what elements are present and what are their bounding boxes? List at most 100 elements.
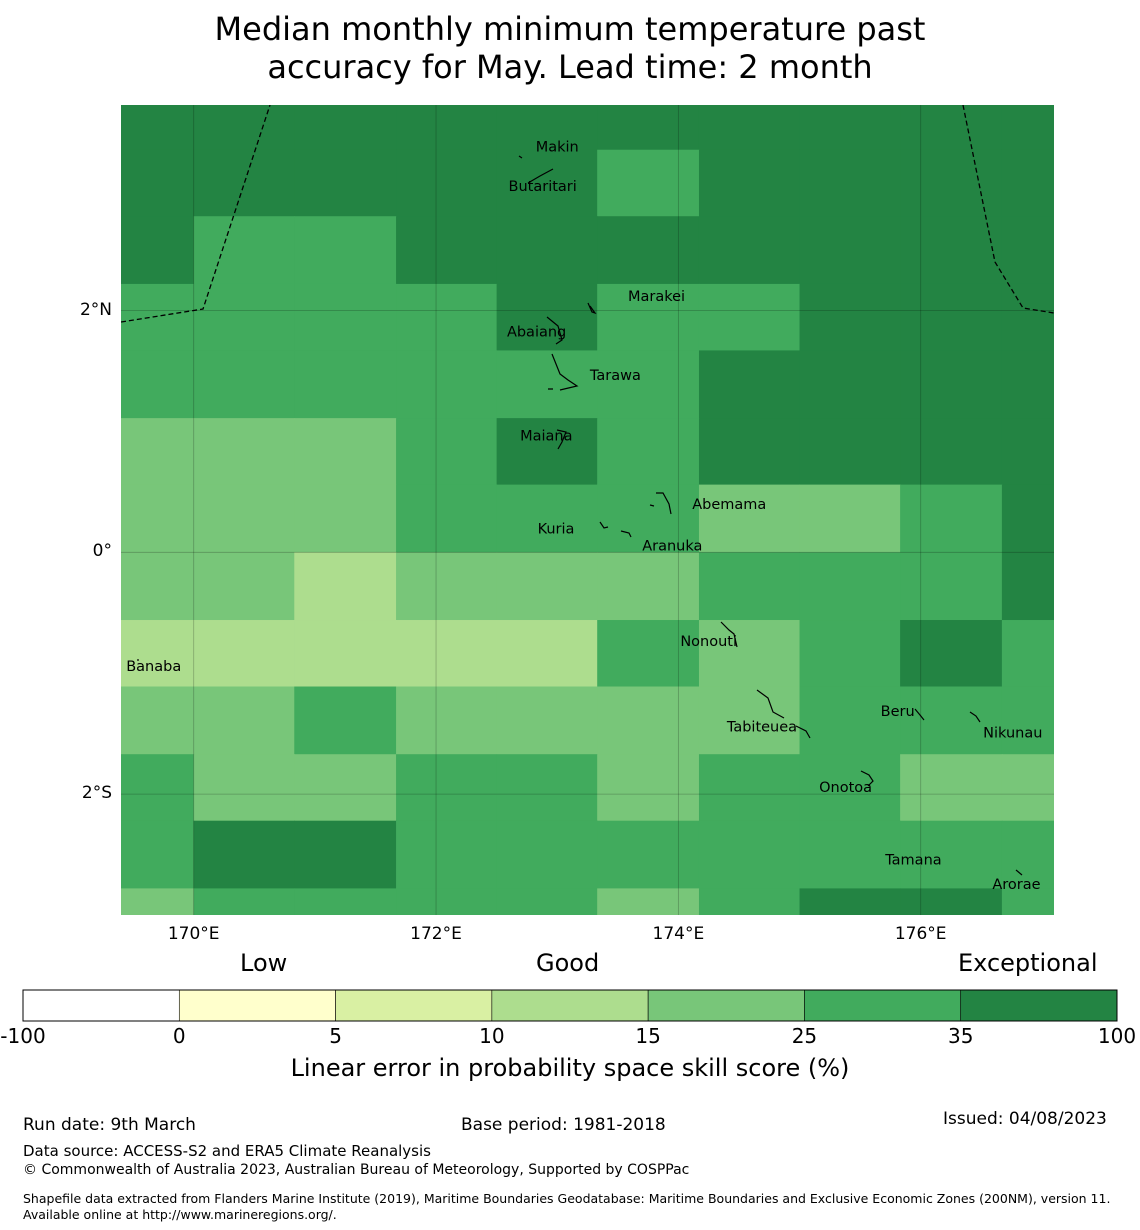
copyright: © Commonwealth of Australia 2023, Austra… <box>23 1162 690 1178</box>
colorbar-segment <box>178 989 336 1022</box>
skill-cell <box>193 149 295 217</box>
skill-cell <box>496 216 598 285</box>
skill-cell <box>496 552 598 621</box>
skill-cell <box>1001 418 1054 486</box>
skill-cell <box>496 350 598 419</box>
skill-cell <box>294 552 397 621</box>
skill-cell <box>396 754 498 822</box>
skill-cell <box>294 283 397 352</box>
skill-cell <box>294 149 397 217</box>
skill-cell <box>799 686 901 755</box>
colorbar <box>22 989 1118 1022</box>
skill-cell <box>597 754 700 822</box>
skill-cell <box>396 820 498 890</box>
skill-cell <box>698 105 801 151</box>
skill-cell <box>597 283 700 352</box>
skill-cell <box>597 820 700 890</box>
colorbar-segment <box>491 989 649 1022</box>
skill-cell <box>799 620 901 688</box>
skill-cell <box>698 283 801 352</box>
skill-cell <box>496 418 598 486</box>
category-exceptional: Exceptional <box>958 949 1098 977</box>
island-outline <box>556 429 567 450</box>
skill-cell <box>597 552 700 621</box>
skill-cell <box>1001 216 1054 285</box>
island-outline <box>649 492 672 515</box>
lon-tick-label: 170°E <box>167 924 220 944</box>
skill-cell <box>1001 754 1054 822</box>
skill-cell <box>799 149 901 217</box>
skill-cell <box>496 686 598 755</box>
skill-cell <box>193 552 295 621</box>
skill-cell <box>1001 149 1054 217</box>
skill-cell <box>396 620 498 688</box>
skill-cell <box>121 888 195 915</box>
skill-cell <box>294 888 397 915</box>
skill-cell <box>900 820 1003 890</box>
island-outline <box>720 621 738 648</box>
skill-cell <box>799 552 901 621</box>
lat-tick-label: 2°N <box>79 299 112 320</box>
skill-cell <box>597 686 700 755</box>
colorbar-tick-label: 15 <box>635 1024 661 1048</box>
island-label: Tabiteuea <box>726 720 797 736</box>
skill-cell <box>1001 686 1054 755</box>
skill-cell <box>121 820 195 890</box>
skill-cell <box>396 149 498 217</box>
island-label: Abaiang <box>507 324 566 340</box>
run-date: Run date: 9th March <box>23 1115 196 1135</box>
island-label: Butaritari <box>509 179 577 195</box>
colorbar-tick-label: 5 <box>329 1024 342 1048</box>
island-outline <box>969 711 981 723</box>
island-outline <box>914 708 925 721</box>
skill-cell <box>121 418 195 486</box>
island-label: Abemama <box>692 497 766 513</box>
colorbar-segment <box>335 989 493 1022</box>
skill-cell <box>799 418 901 486</box>
shapefile-credit: Shapefile data extracted from Flanders M… <box>23 1191 1111 1222</box>
skill-cell <box>799 216 901 285</box>
colorbar-tick-label: 25 <box>791 1024 818 1048</box>
skill-cell <box>698 820 801 890</box>
skill-cell <box>396 484 498 553</box>
colorbar-frame <box>22 989 1118 1022</box>
skill-cell <box>193 105 295 151</box>
skill-cell <box>698 418 801 486</box>
skill-cell <box>1001 283 1054 352</box>
skill-cell <box>294 686 397 755</box>
skill-cell <box>121 754 195 822</box>
skill-cell <box>294 754 397 822</box>
skill-cell <box>193 888 295 915</box>
skill-cell <box>193 754 295 822</box>
skill-cell <box>396 350 498 419</box>
skill-cell <box>496 484 598 553</box>
skill-cell <box>396 283 498 352</box>
island-label: Arorae <box>992 877 1040 893</box>
island-outline <box>756 689 811 739</box>
skill-cell <box>121 283 195 352</box>
base-period: Base period: 1981-2018 <box>461 1115 666 1135</box>
island-label: Aranuka <box>642 538 702 554</box>
skill-cell <box>698 552 801 621</box>
skill-cell <box>597 484 700 553</box>
skill-cell <box>396 888 498 915</box>
skill-cell <box>698 149 801 217</box>
island-label: Tamana <box>884 853 941 869</box>
skill-cell <box>799 888 901 915</box>
skill-cell <box>294 418 397 486</box>
skill-cell <box>1001 820 1054 890</box>
skill-cell <box>294 105 397 151</box>
skill-cell <box>396 552 498 621</box>
island-label: Nikunau <box>983 726 1042 742</box>
skill-cell <box>900 418 1003 486</box>
skill-cell <box>121 350 195 419</box>
colorbar-tick-label: 100 <box>1097 1024 1137 1048</box>
skill-cell <box>193 216 295 285</box>
skill-cell <box>900 149 1003 217</box>
skill-cell <box>597 350 700 419</box>
lon-tick-label: 172°E <box>410 924 462 944</box>
skill-cell <box>597 888 700 915</box>
eez-boundary-east <box>962 105 1054 314</box>
skill-cell <box>496 754 598 822</box>
skill-cell <box>698 686 801 755</box>
